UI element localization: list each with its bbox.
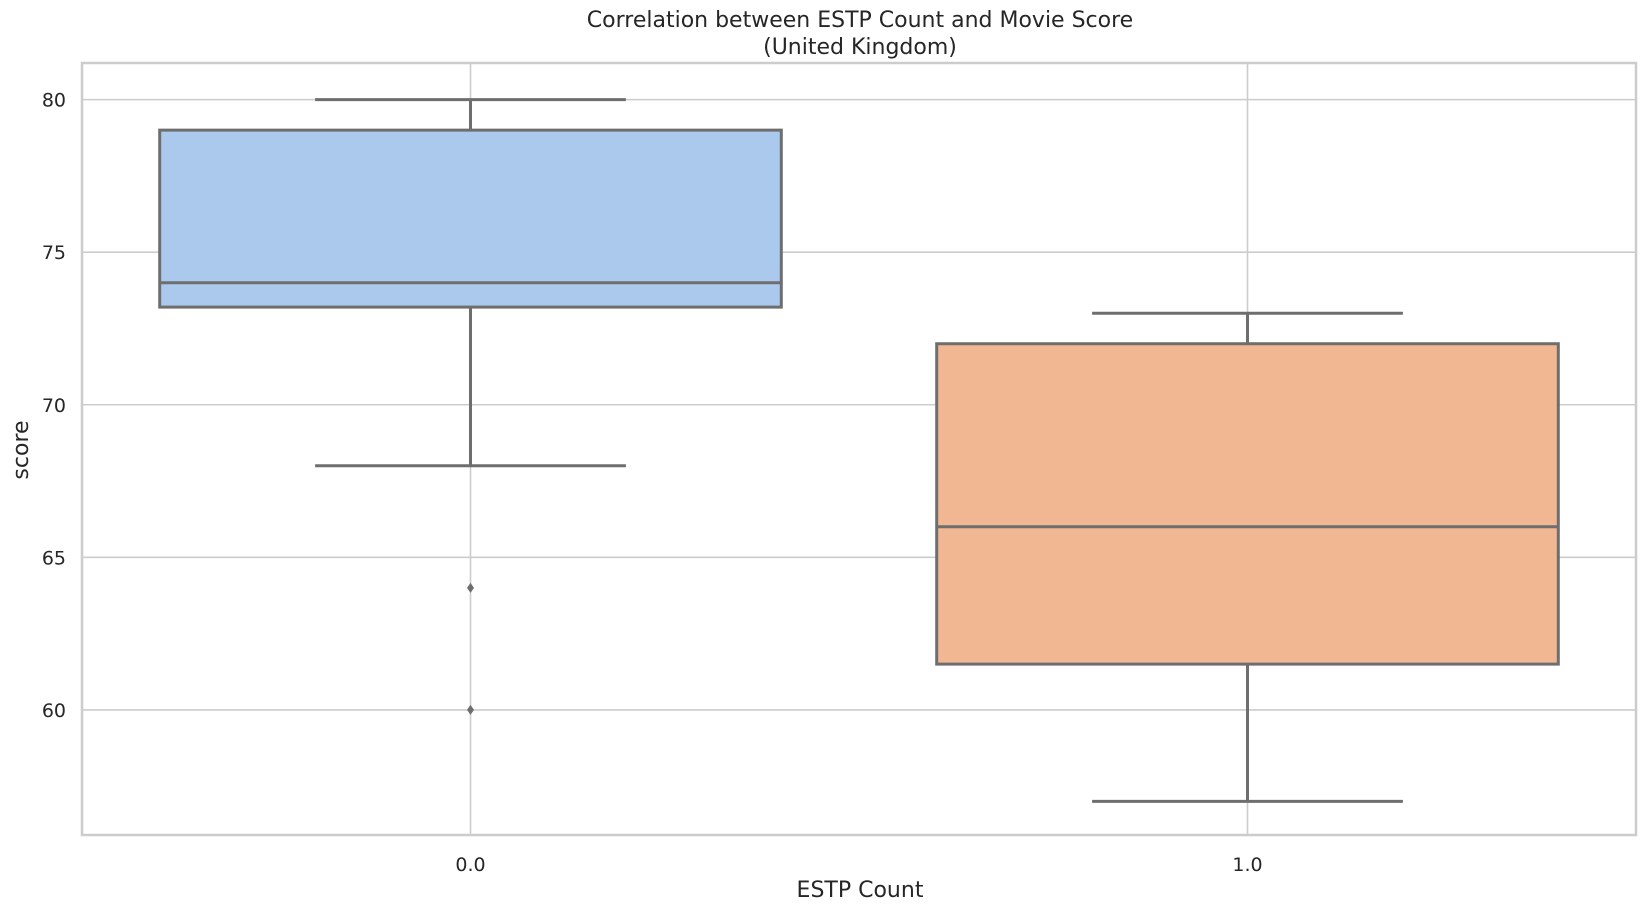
y-tick-labels: 60 65 70 75 80 xyxy=(42,90,66,722)
box-group-0 xyxy=(158,98,783,715)
y-tick-label-1: 65 xyxy=(42,547,66,569)
x-tick-label-0: 0.0 xyxy=(455,854,485,876)
x-axis-label: ESTP Count xyxy=(797,878,924,903)
outlier-0-0 xyxy=(467,582,474,593)
box-1 xyxy=(935,342,1560,666)
box-group-1 xyxy=(935,311,1560,803)
y-tick-label-4: 80 xyxy=(42,90,66,112)
y-tick-label-3: 75 xyxy=(42,242,66,264)
chart-subtitle: (United Kingdom) xyxy=(763,35,957,60)
plot-frame xyxy=(80,61,1638,837)
x-tick-label-1: 1.0 xyxy=(1232,854,1262,876)
y-tick-label-0: 60 xyxy=(42,700,66,722)
box-0 xyxy=(158,128,783,309)
chart-title: Correlation between ESTP Count and Movie… xyxy=(587,8,1133,33)
y-axis-label: score xyxy=(9,420,34,479)
x-tick-labels: 0.0 1.0 xyxy=(455,854,1262,876)
boxes xyxy=(158,98,1560,803)
outlier-0-1 xyxy=(467,704,474,715)
y-tick-label-2: 70 xyxy=(42,395,66,417)
